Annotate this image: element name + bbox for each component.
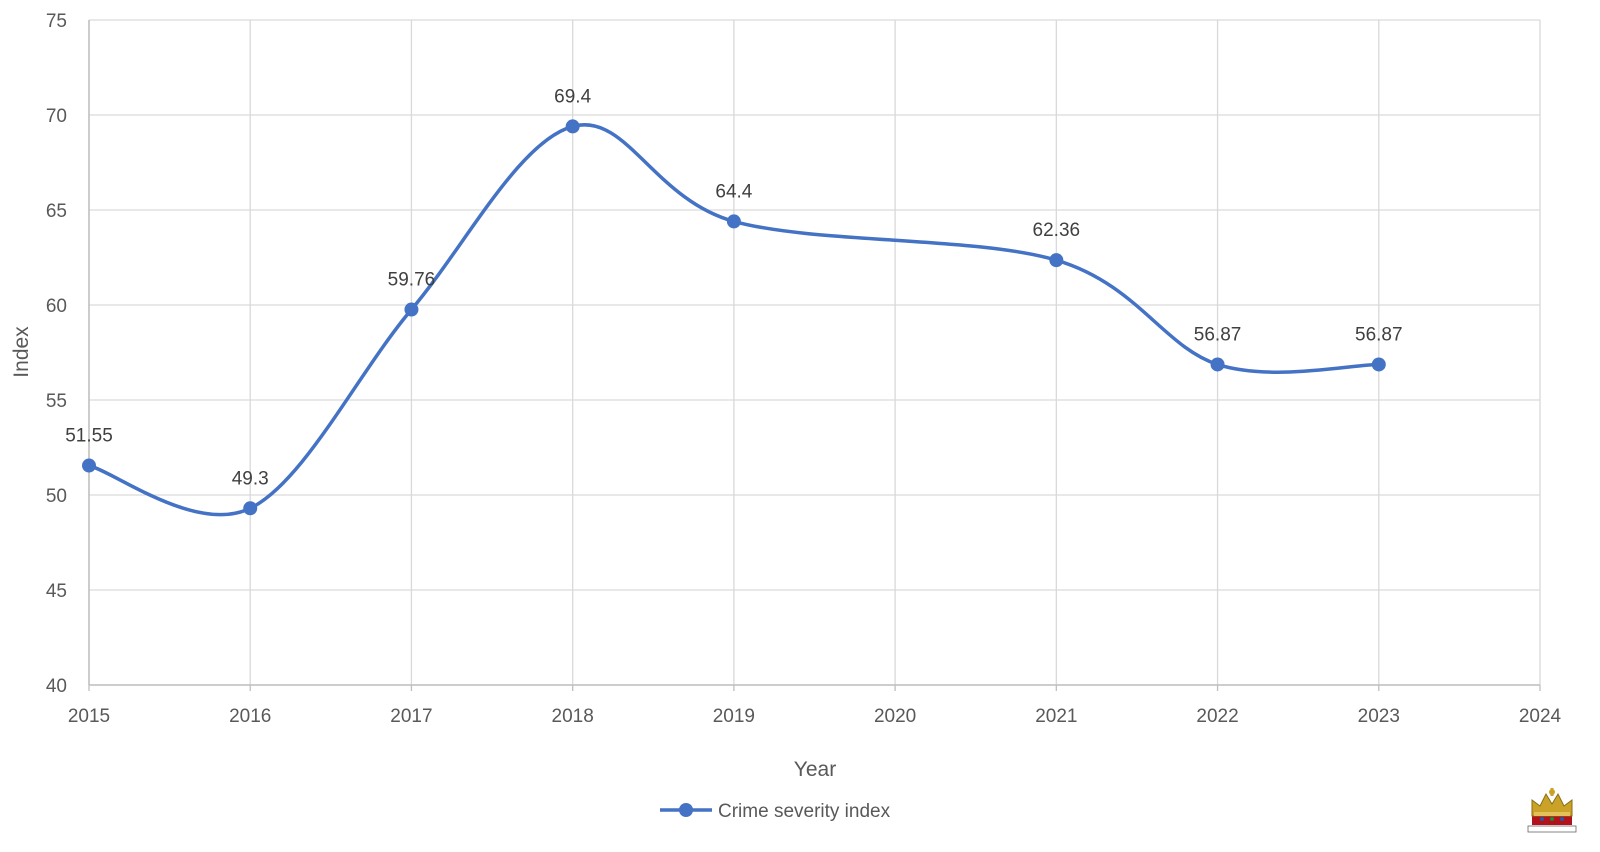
data-label: 51.55: [65, 426, 113, 447]
series-group: [82, 119, 1386, 517]
data-point: [565, 119, 580, 134]
legend: Crime severity index: [660, 801, 891, 822]
x-tick-label: 2017: [390, 706, 432, 727]
x-axis-title: Year: [794, 758, 836, 781]
y-tick-label: 45: [46, 581, 67, 602]
data-point: [1371, 357, 1386, 372]
y-tick-label: 65: [46, 201, 67, 222]
data-label: 69.4: [554, 86, 591, 107]
x-tick-label: 2018: [552, 706, 594, 727]
data-point: [82, 458, 96, 473]
y-tick-label: 70: [46, 106, 67, 127]
data-point: [726, 214, 741, 229]
y-tick-label: 50: [46, 486, 67, 507]
y-tick-labels: 40 45 50 55 60 65 70 75: [46, 11, 67, 697]
series-line-crime-severity-index: [88, 123, 1379, 517]
data-label: 56.87: [1355, 324, 1403, 345]
data-labels: 51.55 49.3 59.76 69.4 64.4 62.36 56.87 56.87: [65, 86, 1402, 489]
legend-label-crime-severity-index: Crime severity index: [718, 801, 891, 822]
data-point: [1210, 357, 1225, 372]
data-point: [1049, 253, 1064, 268]
x-tick-label: 2019: [713, 706, 755, 727]
gridlines: [88, 19, 1541, 686]
y-tick-label: 55: [46, 391, 67, 412]
y-tick-label: 60: [46, 296, 67, 317]
data-point: [243, 501, 258, 516]
crown-icon: [1527, 788, 1577, 833]
data-label: 62.36: [1033, 220, 1081, 241]
x-tick-label: 2021: [1035, 706, 1077, 727]
y-tick-label: 75: [46, 11, 67, 32]
y-axis-title: Index: [10, 326, 33, 378]
x-tick-label: 2022: [1196, 706, 1238, 727]
legend-marker-icon: [679, 803, 693, 817]
x-tick-labels: 2015 2016 2017 2018 2019 2020 2021 2022 2023 2024: [68, 706, 1562, 727]
data-label: 56.87: [1194, 324, 1242, 345]
x-tick-label: 2024: [1519, 706, 1562, 727]
x-tick-label: 2016: [229, 706, 271, 727]
data-label: 49.3: [232, 468, 269, 489]
x-tick-label: 2015: [68, 706, 110, 727]
data-point: [404, 302, 419, 317]
y-tick-label: 40: [46, 676, 67, 697]
x-tick-label: 2020: [874, 706, 916, 727]
axes: [88, 20, 1541, 691]
x-tick-label: 2023: [1358, 706, 1400, 727]
data-label: 64.4: [715, 181, 752, 202]
data-label: 59.76: [388, 270, 436, 291]
